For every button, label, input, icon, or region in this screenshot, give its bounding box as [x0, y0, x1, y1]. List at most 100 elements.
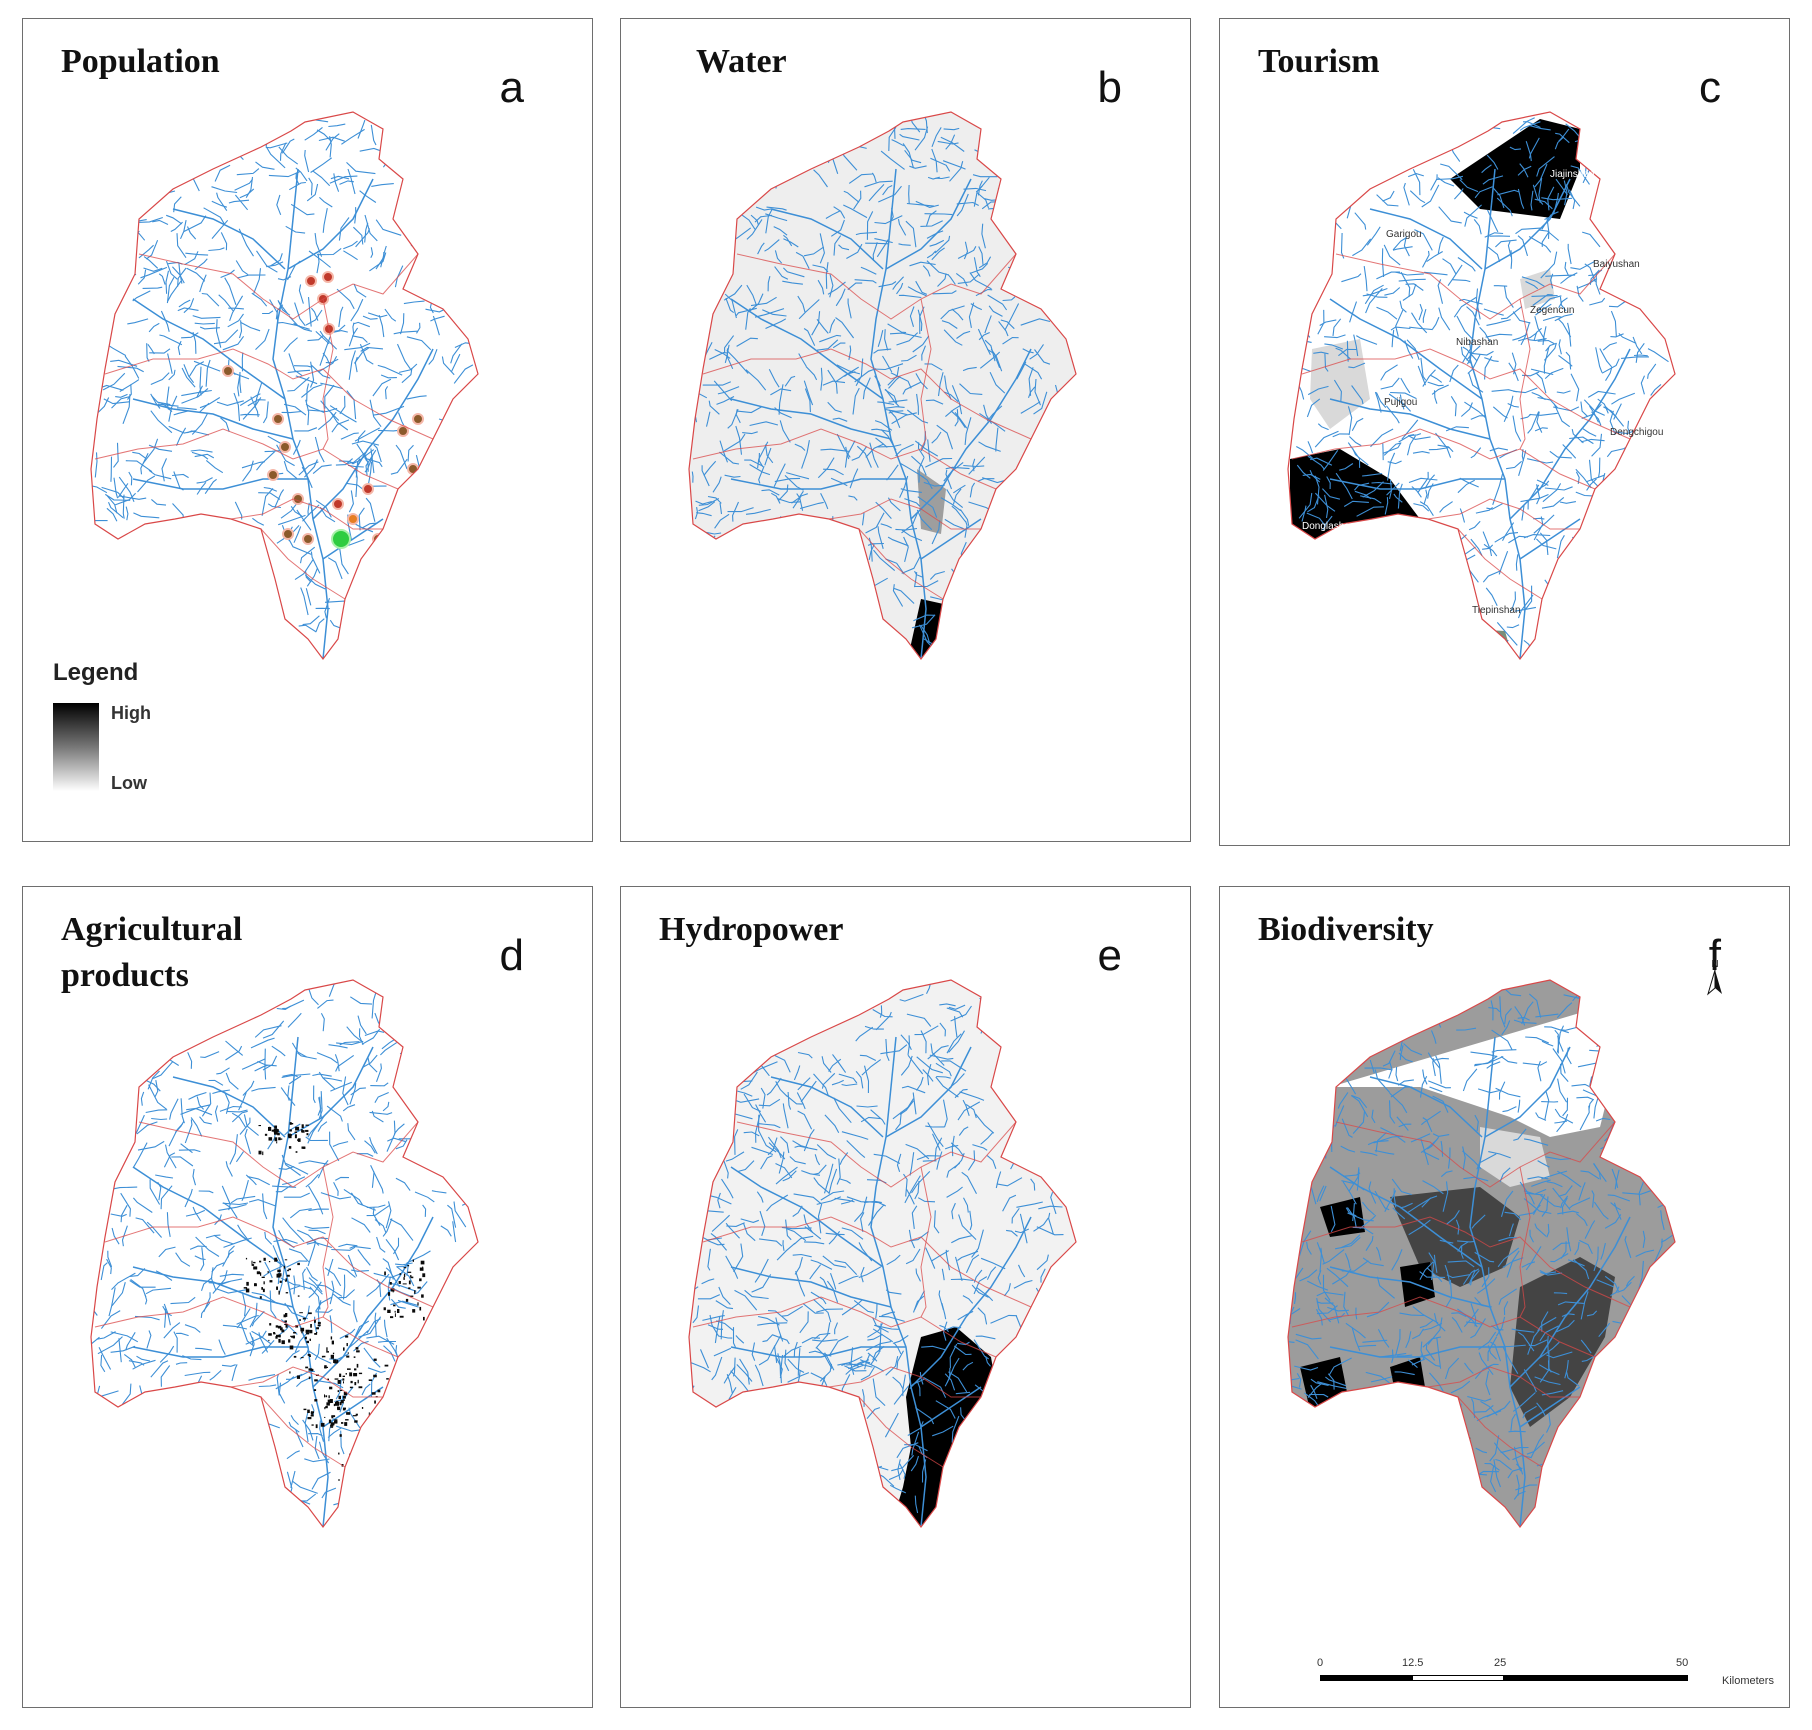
basin-fill	[1288, 112, 1675, 659]
river	[954, 409, 959, 427]
river	[1467, 1395, 1492, 1402]
river	[955, 1391, 971, 1395]
river	[275, 304, 284, 320]
river	[108, 1287, 116, 1317]
river	[1515, 227, 1541, 235]
river	[782, 1240, 785, 1251]
river	[1503, 987, 1522, 997]
river	[231, 1112, 247, 1129]
river	[977, 328, 991, 355]
river	[864, 1201, 887, 1207]
river	[1470, 415, 1486, 420]
river	[1376, 306, 1398, 320]
river	[1488, 1151, 1511, 1159]
river	[107, 501, 124, 519]
value-zone	[1480, 1127, 1550, 1187]
river	[896, 282, 904, 295]
river	[384, 308, 397, 322]
cropland-patch	[290, 1335, 294, 1337]
sub-basin-boundary	[828, 498, 981, 530]
river	[698, 501, 716, 512]
river	[1524, 1138, 1549, 1146]
river	[164, 1308, 167, 1328]
river	[996, 152, 1002, 178]
river	[163, 1152, 176, 1168]
basin-boundary	[688, 979, 1077, 1528]
river	[713, 380, 733, 402]
river	[328, 1044, 348, 1049]
river	[395, 444, 408, 470]
river	[902, 1374, 906, 1397]
cropland-patch	[300, 1327, 305, 1332]
river	[1560, 1195, 1569, 1209]
river	[1319, 1185, 1327, 1202]
river	[150, 1360, 169, 1378]
river	[336, 288, 355, 310]
river	[1536, 479, 1549, 486]
river	[184, 1324, 201, 1333]
river	[1534, 1223, 1547, 1237]
river	[348, 350, 356, 380]
river	[892, 1376, 904, 1390]
river	[1624, 1235, 1632, 1259]
river	[1541, 231, 1550, 247]
river	[1438, 307, 1451, 331]
river	[250, 396, 259, 418]
river	[178, 263, 183, 284]
panel-letter: a	[499, 63, 524, 112]
river	[897, 219, 907, 236]
river	[1344, 1253, 1351, 1269]
river	[1553, 192, 1559, 215]
panel-biodiversity: Biodiversity f N 0 12.5 25 50 Kilometers	[1219, 886, 1790, 1708]
river	[1492, 473, 1504, 505]
river	[915, 200, 939, 208]
river	[277, 300, 291, 316]
river	[374, 1091, 389, 1103]
river	[1347, 406, 1353, 436]
river	[148, 444, 173, 452]
river	[1577, 981, 1592, 999]
cropland-patch	[399, 1315, 404, 1318]
river	[901, 1085, 926, 1094]
cropland-patch	[314, 1399, 318, 1402]
river	[1470, 447, 1482, 459]
river	[1557, 1301, 1584, 1306]
river	[1343, 500, 1369, 507]
river	[741, 214, 756, 230]
river	[967, 1150, 976, 1171]
river	[1471, 1214, 1486, 1229]
river	[231, 1364, 238, 1382]
river	[282, 1176, 306, 1186]
river	[1382, 1050, 1396, 1067]
river	[1334, 1105, 1345, 1127]
river	[1464, 1362, 1474, 1374]
cropland-patch	[268, 1339, 270, 1342]
river	[1399, 300, 1407, 313]
river	[1570, 165, 1590, 185]
river	[1340, 232, 1345, 259]
river	[1493, 1459, 1502, 1488]
river	[1537, 480, 1550, 491]
map-agricultural-products	[90, 979, 479, 1528]
river	[1515, 554, 1519, 571]
river	[304, 126, 323, 141]
river	[980, 1005, 994, 1034]
cropland-patch	[412, 1309, 416, 1313]
river	[719, 503, 723, 515]
river	[1369, 208, 1483, 270]
river	[803, 1128, 815, 1152]
river	[832, 1054, 847, 1073]
river	[786, 472, 810, 480]
river	[910, 348, 1032, 520]
cropland-patch	[349, 1372, 353, 1377]
river	[173, 410, 189, 416]
river	[834, 1322, 839, 1335]
river	[196, 477, 213, 484]
river	[919, 1372, 924, 1385]
river	[964, 417, 972, 445]
river	[1013, 1279, 1033, 1289]
river	[222, 1250, 235, 1267]
river	[859, 1054, 877, 1061]
cropland-patch	[356, 1480, 360, 1484]
river	[1597, 398, 1609, 414]
